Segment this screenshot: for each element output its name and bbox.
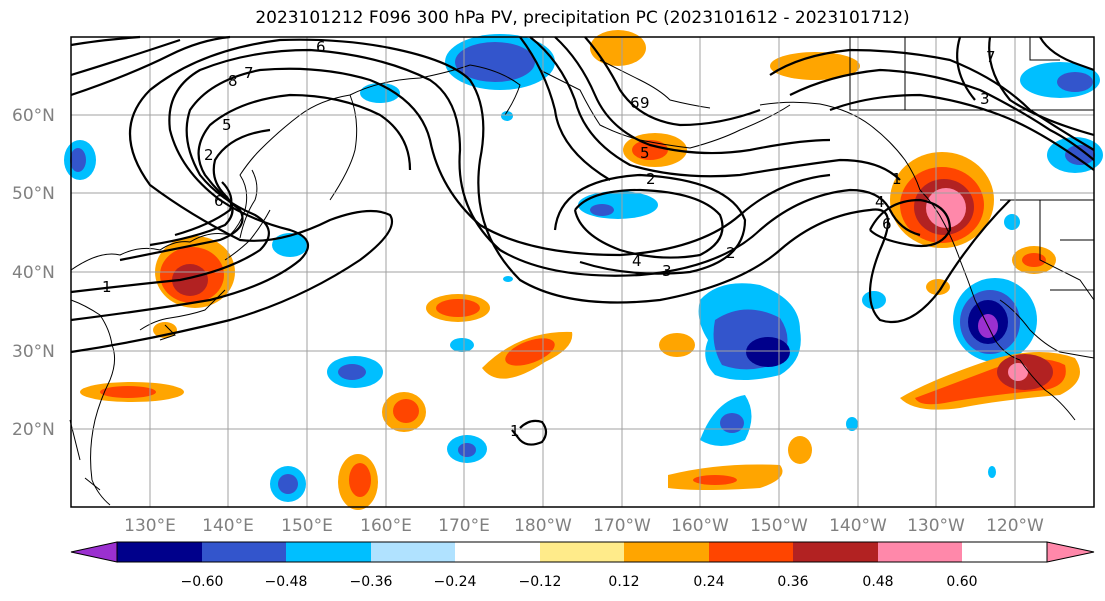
lon-label: 160°W	[671, 516, 729, 536]
lat-label: 60°N	[12, 106, 55, 126]
gridlines	[71, 37, 1094, 507]
contour-label: 1	[510, 422, 520, 440]
colorbar-segment	[709, 542, 793, 562]
colorbar-extend-low	[70, 541, 118, 563]
contour-label: 6	[882, 215, 892, 233]
colorbar-segment	[117, 542, 202, 562]
contour-label: 3	[662, 262, 672, 280]
lat-label: 20°N	[12, 420, 55, 440]
colorbar-tick-label: 0.24	[693, 574, 724, 590]
colorbar-tick-label: −0.36	[350, 574, 393, 590]
colorbar-tick-label: 0.48	[862, 574, 893, 590]
colorbar-tick-label: 0.60	[946, 574, 977, 590]
contour-label: 5	[640, 144, 650, 162]
lon-label: 160°E	[360, 516, 412, 536]
colorbar	[70, 541, 1095, 563]
contour-label: 6	[214, 192, 224, 210]
latitude-labels: 60°N 50°N 40°N 30°N 20°N	[12, 106, 55, 440]
colorbar-tick-label: −0.60	[181, 574, 224, 590]
pv-contours	[70, 35, 1095, 446]
lat-label: 40°N	[12, 263, 55, 283]
colorbar-tick-label: −0.12	[519, 574, 562, 590]
contour-label: 9	[640, 94, 650, 112]
colorbar-segment	[371, 542, 455, 562]
colorbar-segment	[202, 542, 286, 562]
precipitation-shading	[64, 30, 1103, 510]
contour-label: 4	[875, 193, 885, 211]
coastlines	[69, 37, 1095, 506]
colorbar-tick-labels: −0.60 −0.48 −0.36 −0.24 −0.12 0.12 0.24 …	[181, 574, 978, 590]
lon-label: 180°W	[514, 516, 572, 536]
contour-labels: 6 8 7 5 6 1 2 6 9 1 5 2 3 4 2 1 6 4 3 7	[102, 38, 996, 440]
colorbar-extend-high	[1046, 541, 1095, 563]
colorbar-outline	[116, 541, 1048, 563]
lon-label: 140°E	[202, 516, 254, 536]
colorbar-tick-label: 0.36	[777, 574, 808, 590]
colorbar-segment	[793, 542, 878, 562]
colorbar-segment	[878, 542, 962, 562]
lon-label: 140°W	[829, 516, 887, 536]
contour-label: 7	[986, 48, 996, 66]
colorbar-segment	[624, 542, 709, 562]
contour-label: 5	[222, 116, 232, 134]
longitude-labels: 130°E 140°E 150°E 160°E 170°E 180°W 170°…	[124, 516, 1044, 536]
contour-label: 2	[204, 146, 214, 164]
lon-label: 130°W	[907, 516, 965, 536]
lon-label: 120°W	[986, 516, 1044, 536]
lat-label: 30°N	[12, 342, 55, 362]
lat-label: 50°N	[12, 184, 55, 204]
map-frame	[70, 36, 1095, 508]
contour-label: 3	[980, 90, 990, 108]
colorbar-segment	[540, 542, 624, 562]
colorbar-tick-label: 0.12	[608, 574, 639, 590]
lon-label: 150°W	[750, 516, 808, 536]
contour-label: 8	[228, 72, 238, 90]
colorbar-segment	[455, 542, 540, 562]
lon-label: 150°E	[281, 516, 333, 536]
colorbar-segment	[286, 542, 371, 562]
contour-label: 6	[630, 94, 640, 112]
lon-label: 130°E	[124, 516, 176, 536]
contour-label: 1	[892, 170, 902, 188]
lon-label: 170°W	[593, 516, 651, 536]
colorbar-tick-label: −0.24	[434, 574, 477, 590]
contour-label: 7	[244, 64, 254, 82]
contour-label: 1	[102, 278, 112, 296]
colorbar-tick-label: −0.48	[265, 574, 308, 590]
map-title: 2023101212 F096 300 hPa PV, precipitatio…	[255, 8, 910, 28]
contour-label: 6	[316, 38, 326, 56]
contour-label: 4	[632, 252, 642, 270]
contour-label: 2	[646, 170, 656, 188]
contour-label: 2	[726, 244, 736, 262]
lon-label: 170°E	[438, 516, 490, 536]
